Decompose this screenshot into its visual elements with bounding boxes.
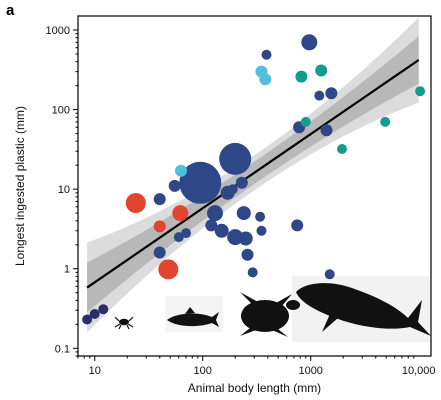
x-tick-label: 10 (89, 365, 101, 377)
data-point-seabirds (153, 220, 166, 233)
data-point-fish (227, 184, 238, 195)
data-point-seabirds (172, 205, 189, 222)
panel-label: a (6, 2, 15, 19)
data-point-seabirds (125, 193, 146, 213)
y-tick-label: 1000 (46, 25, 70, 37)
data-point-fish (205, 219, 218, 232)
data-point-fish (153, 246, 166, 259)
data-point-fish (238, 231, 253, 246)
data-point-fish (256, 225, 267, 236)
data-point-mammals (415, 86, 426, 97)
data-point-fish (291, 219, 304, 232)
data-point-fish (179, 161, 222, 204)
data-point-mammals (295, 70, 308, 83)
data-point-mammals (380, 116, 391, 127)
data-point-invertebrates (98, 304, 109, 315)
regression-line (86, 59, 420, 289)
whale-icon (296, 283, 431, 336)
data-point-fish (219, 142, 252, 175)
data-point-fish (168, 179, 181, 192)
data-point-invertebrates (82, 314, 93, 325)
data-point-fish (325, 87, 338, 100)
y-tick-label: 0.1 (55, 343, 70, 355)
y-tick-label: 10 (58, 184, 70, 196)
data-point-fish (247, 267, 258, 278)
x-axis-label: Animal body length (mm) (188, 381, 321, 395)
x-tick-label: 100 (194, 365, 212, 377)
data-point-fish (320, 124, 333, 137)
regression-line-group (86, 59, 420, 289)
y-tick-label: 1 (64, 264, 70, 276)
data-point-mammals (315, 64, 328, 77)
data-point-fish (235, 176, 248, 189)
x-tick-label: 1000 (298, 365, 322, 377)
y-axis-label: Longest ingested plastic (mm) (13, 106, 27, 266)
data-point-fish (236, 206, 251, 221)
data-point-fish (261, 49, 272, 60)
data-point-fish (324, 269, 335, 280)
data-point-fish (314, 90, 325, 101)
data-point-seabirds (158, 259, 179, 280)
data-point-fish (241, 248, 254, 261)
data-points (82, 34, 426, 325)
y-axis: 0.1 1 10 100 1000 (46, 25, 78, 357)
data-point-fish (214, 223, 229, 238)
data-point-mammals (337, 144, 347, 154)
data-point-invertebrates (89, 309, 100, 319)
crab-icon (114, 316, 134, 330)
data-point-turtles (175, 164, 187, 177)
turtle-icon (240, 292, 300, 337)
data-point-fish (255, 211, 266, 222)
x-tick-label: 10,000 (402, 365, 436, 377)
data-point-fish (207, 205, 223, 222)
x-axis: 10 100 1000 10,000 (77, 356, 436, 377)
fish-icon (167, 307, 219, 327)
animal-silhouettes (114, 276, 431, 342)
data-point-fish (173, 232, 184, 243)
data-point-fish (227, 229, 244, 246)
y-tick-label: 100 (52, 105, 70, 117)
data-point-turtles (259, 73, 272, 86)
data-point-fish (301, 34, 318, 51)
data-point-mammals (300, 116, 311, 127)
data-point-fish (153, 193, 166, 206)
